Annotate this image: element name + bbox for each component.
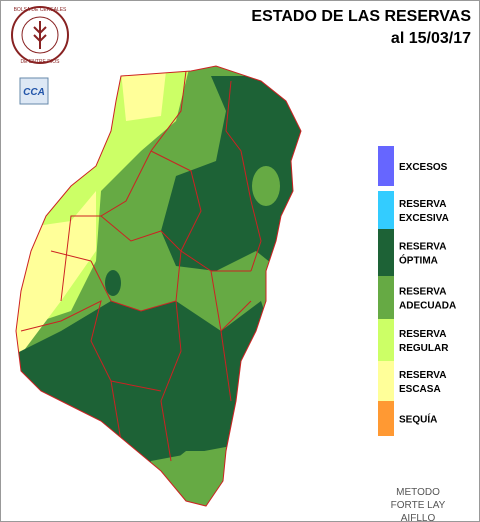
- legend-swatch: [378, 361, 394, 401]
- legend-label: RESERVA: [399, 329, 446, 340]
- legend-label: RESERVA: [399, 242, 446, 253]
- legend-swatch: [378, 229, 394, 276]
- map: [15, 65, 302, 507]
- logo: BOLSA DE CEREALES DE ENTRE RIOS CCA: [11, 6, 69, 105]
- legend-swatch: [378, 191, 394, 229]
- logo-bottom-text: DE ENTRE RIOS: [21, 59, 61, 65]
- legend-label: ADECUADA: [399, 301, 456, 312]
- date: al 15/03/17: [391, 30, 471, 47]
- legend-label: ÓPTIMA: [399, 254, 438, 267]
- legend-label: SEQUÍA: [399, 413, 437, 426]
- legend-swatch: [378, 319, 394, 361]
- legend: EXCESOSRESERVAEXCESIVARESERVAÓPTIMARESER…: [378, 146, 456, 436]
- legend-label: REGULAR: [399, 343, 449, 354]
- title: ESTADO DE LAS RESERVAS: [251, 8, 471, 25]
- method-line: AIFLLO: [401, 513, 436, 521]
- legend-label: RESERVA: [399, 370, 446, 381]
- legend-label: ESCASA: [399, 384, 441, 395]
- legend-swatch: [378, 276, 394, 319]
- method-note: METODO FORTE LAY AIFLLO: [391, 487, 446, 521]
- method-line: METODO: [396, 487, 440, 498]
- logo-top-text: BOLSA DE CEREALES: [14, 7, 67, 13]
- legend-label: EXCESOS: [399, 162, 448, 173]
- legend-swatch: [378, 146, 394, 186]
- legend-swatch: [378, 401, 394, 436]
- legend-label: EXCESIVA: [399, 213, 449, 224]
- legend-label: RESERVA: [399, 199, 446, 210]
- method-line: FORTE LAY: [391, 500, 446, 511]
- legend-label: RESERVA: [399, 287, 446, 298]
- logo-badge: CCA: [23, 87, 45, 98]
